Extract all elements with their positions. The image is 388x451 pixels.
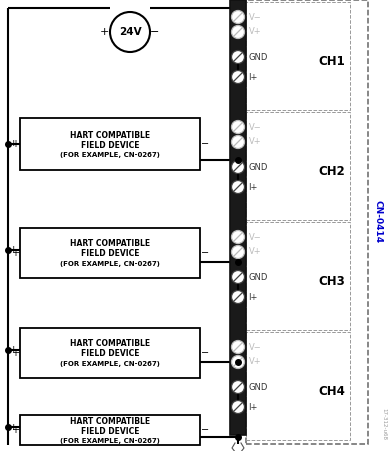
Text: CH3: CH3 [318, 275, 345, 288]
Circle shape [232, 10, 244, 23]
Text: HART COMPATIBLE: HART COMPATIBLE [70, 417, 150, 425]
Circle shape [232, 245, 244, 258]
Circle shape [232, 51, 244, 64]
Circle shape [110, 12, 150, 52]
Text: I+: I+ [248, 293, 258, 302]
Text: −: − [203, 433, 211, 442]
Text: GND: GND [248, 52, 268, 61]
Text: −: − [203, 156, 211, 165]
Bar [246, 2, 350, 110]
Text: +: + [9, 139, 17, 148]
Text: FIELD DEVICE: FIELD DEVICE [81, 427, 139, 436]
Text: I+: I+ [248, 183, 258, 192]
Circle shape [232, 135, 244, 148]
Circle shape [232, 26, 244, 38]
Text: I+: I+ [248, 402, 258, 411]
Text: −: − [201, 425, 209, 435]
Text: V−: V− [248, 13, 261, 22]
Circle shape [232, 70, 244, 83]
Text: V+: V+ [248, 138, 261, 147]
Bar [246, 112, 350, 220]
Text: V+: V+ [248, 358, 261, 367]
Text: FIELD DEVICE: FIELD DEVICE [81, 141, 139, 149]
Text: −: − [203, 258, 211, 267]
Text: (FOR EXAMPLE, CN-0267): (FOR EXAMPLE, CN-0267) [60, 261, 160, 267]
Text: GND: GND [248, 272, 268, 281]
Text: +: + [9, 345, 17, 354]
Text: +: + [9, 245, 17, 254]
Circle shape [232, 341, 244, 354]
Text: V−: V− [248, 342, 261, 351]
Text: CN-0414: CN-0414 [374, 200, 383, 244]
Text: −: − [201, 139, 209, 149]
Text: +: + [11, 348, 19, 358]
Circle shape [232, 161, 244, 174]
Bar [20, 328, 200, 378]
Text: V−: V− [248, 233, 261, 241]
Circle shape [232, 180, 244, 193]
Text: CH1: CH1 [318, 55, 345, 68]
Circle shape [232, 271, 244, 284]
Text: V+: V+ [248, 248, 261, 257]
Circle shape [232, 120, 244, 133]
Text: HART COMPATIBLE: HART COMPATIBLE [70, 340, 150, 349]
Text: FIELD DEVICE: FIELD DEVICE [81, 350, 139, 359]
Text: 24V: 24V [119, 27, 141, 37]
Bar [246, 332, 350, 440]
Text: −: − [201, 248, 209, 258]
Text: −: − [201, 348, 209, 358]
Text: CH4: CH4 [318, 385, 345, 398]
Circle shape [232, 355, 244, 368]
Text: −: − [150, 27, 160, 37]
Text: V+: V+ [248, 28, 261, 37]
Text: I+: I+ [248, 73, 258, 82]
Bar [20, 415, 200, 445]
Text: GND: GND [248, 382, 268, 391]
Text: FIELD DEVICE: FIELD DEVICE [81, 249, 139, 258]
Bar [230, 0, 246, 435]
Text: CH2: CH2 [318, 165, 345, 178]
Text: GND: GND [248, 162, 268, 171]
Text: HART COMPATIBLE: HART COMPATIBLE [70, 130, 150, 139]
Bar [20, 228, 200, 278]
Bar [246, 222, 350, 330]
Circle shape [232, 230, 244, 244]
Text: +: + [11, 248, 19, 258]
Bar [20, 118, 200, 170]
Text: (FOR EXAMPLE, CN-0267): (FOR EXAMPLE, CN-0267) [60, 152, 160, 158]
Circle shape [232, 381, 244, 394]
Text: (FOR EXAMPLE, CN-0267): (FOR EXAMPLE, CN-0267) [60, 438, 160, 444]
Bar [246, 0, 368, 444]
Text: V−: V− [248, 123, 261, 132]
Text: 17-312-u68: 17-312-u68 [381, 408, 386, 440]
Text: (FOR EXAMPLE, CN-0267): (FOR EXAMPLE, CN-0267) [60, 361, 160, 367]
Circle shape [232, 290, 244, 304]
Text: HART COMPATIBLE: HART COMPATIBLE [70, 239, 150, 249]
Text: −: − [203, 358, 211, 367]
Text: +: + [9, 423, 17, 432]
Text: +: + [11, 139, 19, 149]
Circle shape [232, 400, 244, 414]
Text: +: + [11, 425, 19, 435]
Text: +: + [99, 27, 109, 37]
